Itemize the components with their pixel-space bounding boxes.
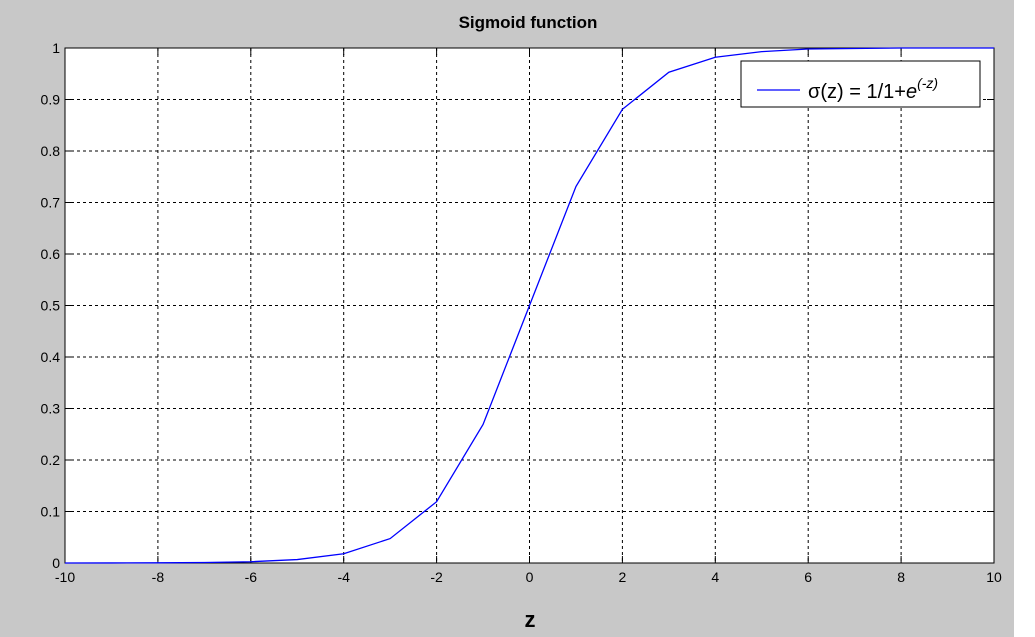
legend-label-exponent: (-z) — [917, 75, 938, 91]
legend-label-base: e — [906, 81, 917, 103]
legend: σ(z) = 1/1+e(-z) — [740, 60, 981, 108]
series-layer — [64, 47, 994, 564]
y-tick-label: 0.1 — [41, 504, 61, 520]
x-tick-label: -4 — [337, 569, 350, 585]
series-line — [64, 47, 994, 564]
y-tick-label: 0.3 — [41, 401, 61, 417]
y-tick-label: 0.8 — [41, 143, 61, 159]
legend-label-main: σ(z) = 1/1+ — [808, 81, 906, 103]
chart-figure: Sigmoid function -10 -8 -6 -4 -2 0 2 4 6 8 10 0 0.1… — [0, 0, 1014, 637]
x-tick-label: 4 — [711, 569, 719, 585]
x-tick-label: -6 — [245, 569, 258, 585]
y-tick-label: 0 — [52, 555, 60, 571]
x-tick-label: 2 — [619, 569, 627, 585]
y-tick-label: 0.7 — [41, 195, 61, 211]
legend-box — [740, 60, 981, 108]
x-axis-label: z — [525, 607, 536, 632]
legend-label: σ(z) = 1/1+e(-z) — [808, 75, 938, 103]
x-tick-label: -8 — [152, 569, 165, 585]
y-tick-label: 0.5 — [41, 298, 61, 314]
y-tick-label: 0.4 — [41, 349, 61, 365]
x-tick-label: 6 — [804, 569, 812, 585]
y-tick-label: 0.9 — [41, 92, 61, 108]
x-tick-label: 8 — [897, 569, 905, 585]
chart-title: Sigmoid function — [459, 13, 598, 32]
y-tick-label: 0.6 — [41, 246, 61, 262]
y-tick-label: 1 — [52, 40, 60, 56]
sigmoid-chart: Sigmoid function -10 -8 -6 -4 -2 0 2 4 6 8 10 0 0.1… — [41, 13, 1002, 632]
x-tick-label: -2 — [430, 569, 443, 585]
y-tick-label: 0.2 — [41, 452, 61, 468]
y-tick-labels: 0 0.1 0.2 0.3 0.4 0.5 0.6 0.7 0.8 0.9 1 — [41, 40, 61, 571]
x-tick-label: 10 — [986, 569, 1002, 585]
x-tick-label: -10 — [55, 569, 75, 585]
x-tick-label: 0 — [526, 569, 534, 585]
axis-ticks — [64, 47, 995, 564]
x-tick-labels: -10 -8 -6 -4 -2 0 2 4 6 8 10 — [55, 569, 1002, 585]
